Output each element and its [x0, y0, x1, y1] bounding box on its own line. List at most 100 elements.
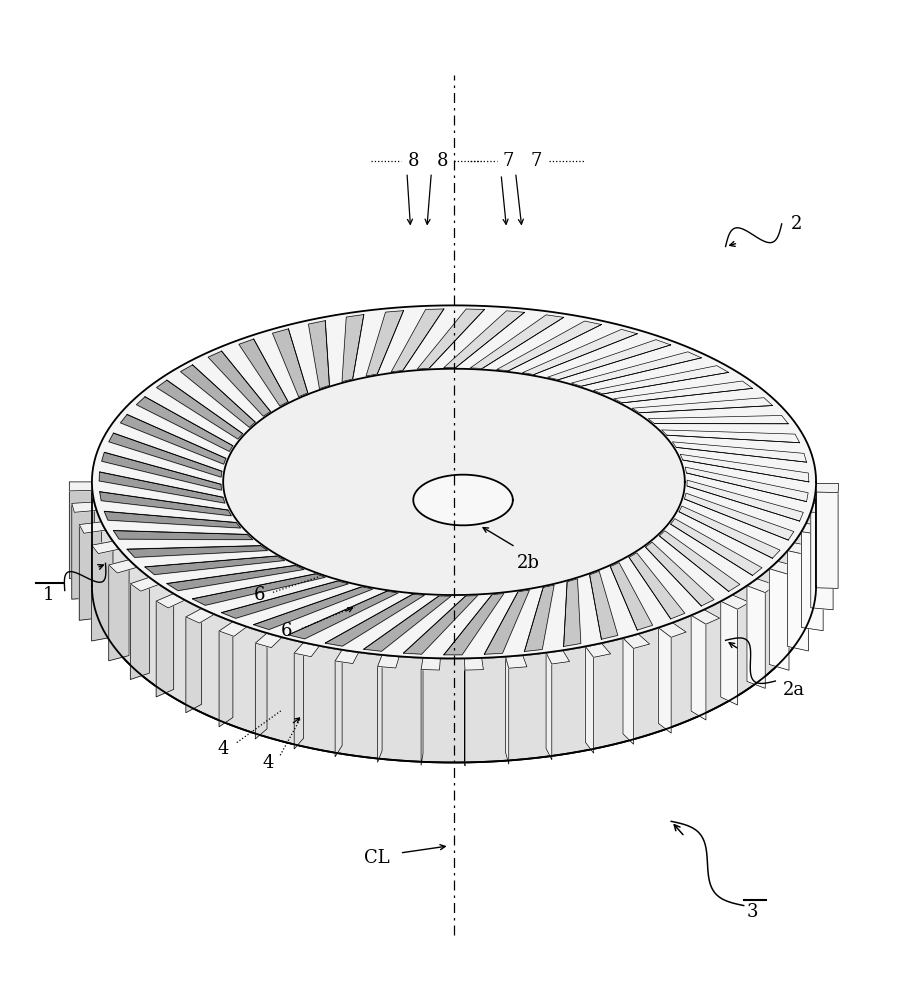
Text: 6: 6: [253, 586, 265, 604]
Polygon shape: [186, 608, 202, 713]
Polygon shape: [342, 315, 364, 382]
Polygon shape: [192, 574, 325, 605]
Polygon shape: [470, 315, 564, 368]
Text: 4: 4: [218, 740, 229, 758]
Polygon shape: [506, 655, 527, 668]
Polygon shape: [525, 585, 554, 651]
Text: 2b: 2b: [517, 554, 539, 572]
Polygon shape: [289, 591, 399, 639]
Polygon shape: [691, 610, 720, 624]
Polygon shape: [662, 430, 800, 443]
Polygon shape: [721, 601, 737, 705]
Polygon shape: [181, 365, 255, 427]
Polygon shape: [186, 608, 214, 623]
Polygon shape: [167, 566, 304, 591]
Polygon shape: [109, 560, 129, 661]
Polygon shape: [589, 571, 617, 639]
Polygon shape: [610, 563, 653, 630]
Text: 2: 2: [791, 215, 802, 233]
Polygon shape: [391, 309, 444, 372]
Polygon shape: [69, 482, 92, 578]
Polygon shape: [586, 646, 594, 753]
Polygon shape: [646, 542, 714, 606]
Polygon shape: [156, 594, 173, 697]
Polygon shape: [506, 657, 508, 764]
Polygon shape: [100, 492, 232, 516]
Polygon shape: [594, 366, 729, 394]
Polygon shape: [114, 531, 252, 540]
Polygon shape: [648, 415, 788, 424]
Polygon shape: [325, 594, 424, 646]
Polygon shape: [102, 452, 222, 490]
Polygon shape: [223, 369, 685, 595]
Polygon shape: [378, 655, 400, 668]
Polygon shape: [659, 531, 740, 591]
Polygon shape: [92, 541, 119, 554]
Polygon shape: [403, 596, 478, 654]
Polygon shape: [629, 553, 685, 619]
Polygon shape: [92, 305, 816, 658]
Polygon shape: [418, 309, 484, 369]
Polygon shape: [769, 569, 789, 670]
Polygon shape: [335, 650, 342, 757]
Polygon shape: [219, 622, 247, 636]
Polygon shape: [136, 397, 232, 451]
Polygon shape: [444, 311, 525, 368]
Polygon shape: [72, 502, 96, 512]
Polygon shape: [548, 340, 671, 380]
Polygon shape: [586, 643, 610, 657]
Polygon shape: [564, 579, 581, 646]
Polygon shape: [623, 634, 649, 648]
Polygon shape: [444, 594, 504, 655]
Text: 6: 6: [281, 622, 292, 640]
Polygon shape: [686, 467, 808, 502]
Text: 4: 4: [262, 754, 274, 772]
Polygon shape: [364, 596, 451, 651]
Polygon shape: [109, 560, 137, 573]
Polygon shape: [127, 546, 268, 557]
Polygon shape: [546, 650, 569, 664]
Polygon shape: [546, 653, 552, 760]
Polygon shape: [219, 622, 232, 727]
Polygon shape: [79, 522, 105, 533]
Polygon shape: [131, 577, 150, 679]
Polygon shape: [672, 442, 806, 462]
Text: 8: 8: [408, 152, 419, 170]
Polygon shape: [121, 415, 226, 464]
Polygon shape: [747, 579, 775, 593]
Polygon shape: [523, 329, 637, 375]
Polygon shape: [679, 506, 780, 558]
Text: 2a: 2a: [783, 681, 804, 699]
Polygon shape: [335, 650, 359, 664]
Polygon shape: [484, 590, 529, 654]
Polygon shape: [255, 633, 282, 648]
Polygon shape: [815, 492, 838, 588]
Polygon shape: [378, 655, 382, 762]
Polygon shape: [99, 472, 225, 503]
Polygon shape: [691, 615, 706, 720]
Polygon shape: [747, 586, 765, 688]
Polygon shape: [632, 398, 773, 413]
Text: CL: CL: [364, 849, 390, 867]
Polygon shape: [272, 329, 308, 397]
Polygon shape: [72, 502, 94, 599]
Polygon shape: [787, 543, 815, 555]
Polygon shape: [571, 352, 701, 386]
Polygon shape: [131, 577, 159, 591]
Polygon shape: [815, 484, 839, 493]
Text: 1: 1: [43, 586, 54, 604]
Polygon shape: [413, 475, 513, 525]
Polygon shape: [680, 454, 809, 482]
Polygon shape: [92, 541, 113, 641]
Polygon shape: [787, 551, 808, 651]
Polygon shape: [255, 633, 267, 739]
Polygon shape: [623, 638, 634, 744]
Polygon shape: [253, 587, 373, 630]
Polygon shape: [92, 482, 816, 763]
Polygon shape: [421, 658, 423, 765]
Text: 8: 8: [437, 152, 448, 170]
Polygon shape: [802, 532, 824, 631]
Polygon shape: [222, 581, 349, 618]
Polygon shape: [69, 482, 93, 491]
Polygon shape: [687, 480, 804, 521]
